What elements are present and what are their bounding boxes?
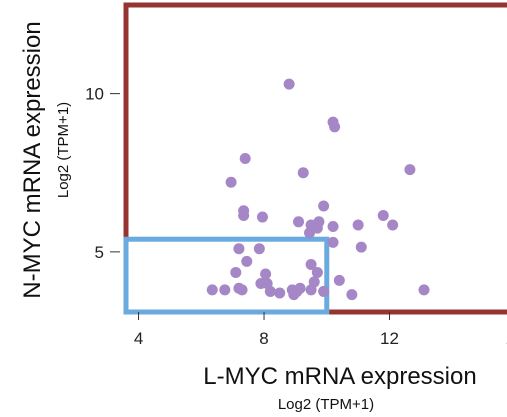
data-point (230, 266, 242, 278)
axes-layer: 4 8 12 16 5 10 (85, 85, 507, 348)
data-point (264, 285, 276, 297)
data-point (327, 236, 339, 248)
data-point (305, 284, 317, 296)
data-point (355, 241, 367, 253)
y-axis-title: N-MYC mRNA expression (19, 21, 46, 298)
data-point (304, 227, 316, 239)
data-point (352, 219, 364, 231)
data-point (404, 164, 416, 176)
x-axis-subtitle: Log2 (TPM+1) (278, 396, 374, 413)
x-tick-label: 4 (134, 329, 143, 348)
data-point (260, 268, 272, 280)
data-point (318, 285, 330, 297)
data-point (305, 259, 317, 271)
y-tick-label: 10 (85, 85, 104, 104)
data-point (418, 284, 430, 296)
data-point (327, 221, 339, 233)
data-point (293, 216, 305, 228)
data-point (241, 255, 253, 267)
data-point (219, 284, 231, 296)
gate-region-1 (123, 2, 507, 315)
data-point (329, 121, 341, 133)
data-point (283, 78, 295, 90)
data-point (346, 289, 358, 301)
x-tick-label: 16 (506, 329, 507, 348)
data-point (387, 219, 399, 231)
y-tick-label: 5 (95, 243, 104, 262)
x-tick-label: 8 (259, 329, 268, 348)
data-point (236, 284, 248, 296)
data-point (233, 243, 245, 255)
x-tick-label: 12 (380, 329, 399, 348)
x-axis-title: L-MYC mRNA expression (203, 363, 476, 390)
data-point (288, 289, 300, 301)
points-layer (206, 78, 430, 301)
data-point (238, 209, 250, 221)
data-point (253, 243, 265, 255)
data-point (333, 274, 345, 286)
data-point (377, 209, 389, 221)
data-point (311, 266, 323, 278)
data-point (318, 200, 330, 212)
data-point (225, 176, 237, 188)
data-point (256, 211, 268, 223)
regions-layer (123, 2, 507, 315)
y-axis-subtitle: Log2 (TPM+1) (55, 102, 72, 198)
gate-region-2 (123, 236, 330, 315)
data-point (297, 167, 309, 179)
data-point (239, 153, 251, 164)
data-point (206, 284, 218, 296)
data-point (274, 287, 286, 299)
